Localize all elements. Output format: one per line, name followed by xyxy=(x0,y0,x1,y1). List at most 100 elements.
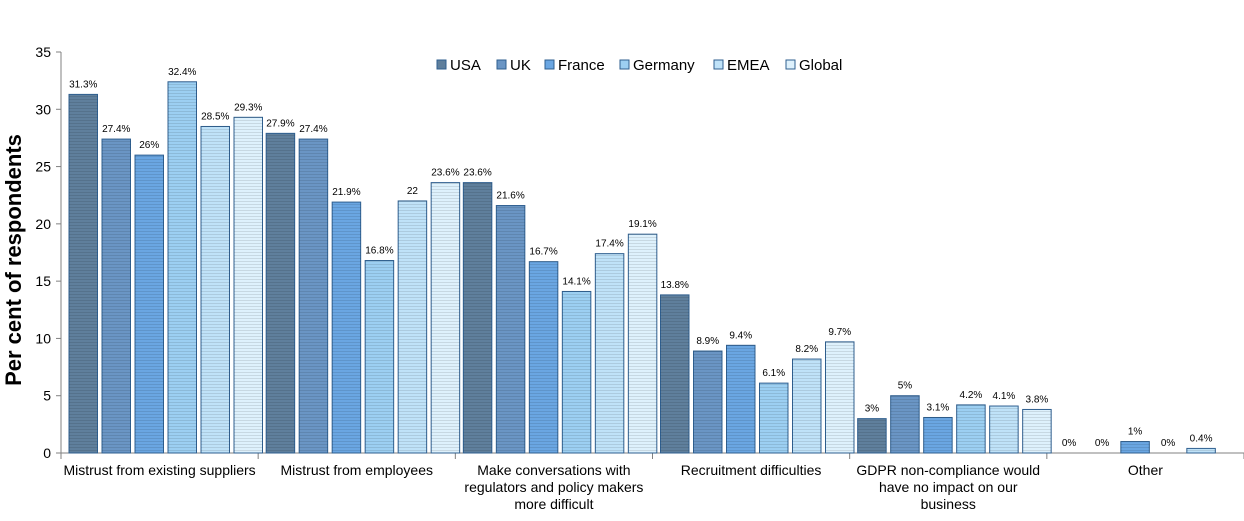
y-axis: 0 5 10 15 20 25 30 35 xyxy=(35,44,62,461)
data-label: 6.1% xyxy=(762,368,785,379)
bar-texture xyxy=(463,182,492,453)
y-tick-label: 15 xyxy=(35,273,51,289)
y-tick-label: 30 xyxy=(35,101,51,117)
x-axis: Mistrust from existing suppliers Mistrust… xyxy=(60,452,1244,512)
data-label: 0% xyxy=(1095,438,1110,449)
data-label: 3.1% xyxy=(927,402,950,413)
data-label: 16.7% xyxy=(529,247,557,258)
x-category-label: GDPR non-compliance would have no impact … xyxy=(856,462,1040,512)
data-label: 28.5% xyxy=(201,111,229,122)
bar-texture xyxy=(299,139,328,453)
data-label: 5% xyxy=(898,381,913,392)
legend-swatch xyxy=(496,59,507,70)
data-label: 8.9% xyxy=(696,336,719,347)
data-label: 16.8% xyxy=(365,246,393,257)
data-label: 23.6% xyxy=(463,168,491,179)
legend-item-usa[interactable]: USA xyxy=(436,57,481,74)
bar-texture xyxy=(989,406,1019,453)
y-tick-label: 35 xyxy=(35,44,51,60)
data-label: 27.9% xyxy=(266,118,294,129)
legend-swatch xyxy=(619,59,630,70)
bar-texture xyxy=(1022,409,1052,453)
data-label: 8.2% xyxy=(795,344,818,355)
data-labels: 31.3% 27.9% 23.6% 13.8% 3% 0% 27.4% 27.4% 21.6% 8… xyxy=(69,67,1213,449)
data-label: 14.1% xyxy=(562,276,590,287)
legend-swatch xyxy=(785,59,796,70)
bar-texture xyxy=(266,133,295,454)
legend-label: France xyxy=(558,57,605,74)
legend[interactable]: USA UK France Germany EMEA Global xyxy=(436,57,842,74)
legend-label: Germany xyxy=(633,57,695,74)
bar-texture xyxy=(1120,441,1150,453)
bar-texture xyxy=(759,383,788,453)
y-tick-label: 0 xyxy=(43,445,51,461)
data-label: 32.4% xyxy=(168,67,196,78)
legend-swatch xyxy=(436,59,447,70)
data-label: 3% xyxy=(865,404,880,415)
bar-texture xyxy=(1186,448,1216,453)
data-label: 1% xyxy=(1128,427,1143,438)
bar-texture xyxy=(890,395,920,453)
legend-label: USA xyxy=(450,57,481,74)
bar-texture xyxy=(529,261,558,453)
bar-texture xyxy=(628,234,657,453)
bar-texture xyxy=(234,117,263,453)
bar-texture xyxy=(693,351,722,453)
bar-texture xyxy=(398,200,427,453)
bar-texture xyxy=(168,81,197,453)
legend-item-france[interactable]: France xyxy=(544,57,605,74)
bar-texture xyxy=(332,202,361,453)
data-label: 13.8% xyxy=(661,280,689,291)
legend-item-germany[interactable]: Germany xyxy=(619,57,695,74)
bar-texture xyxy=(201,126,230,453)
y-axis-title: Per cent of respondents xyxy=(1,134,26,386)
x-category-label: Make conversations with regulators and po… xyxy=(464,462,643,512)
legend-item-uk[interactable]: UK xyxy=(496,57,531,74)
legend-swatch xyxy=(713,59,724,70)
data-label: 31.3% xyxy=(69,79,97,90)
data-label: 21.6% xyxy=(496,191,524,202)
legend-label: UK xyxy=(510,57,531,74)
y-tick-label: 5 xyxy=(43,388,51,404)
legend-item-global[interactable]: Global xyxy=(785,57,842,74)
data-label: 21.9% xyxy=(332,187,360,198)
legend-label: EMEA xyxy=(727,57,770,74)
y-tick-label: 10 xyxy=(35,330,51,346)
data-label: 0.4% xyxy=(1190,433,1213,444)
data-label: 9.7% xyxy=(828,327,851,338)
data-label: 17.4% xyxy=(595,239,623,250)
bar-texture xyxy=(496,205,525,453)
bars xyxy=(68,81,1216,454)
legend-swatch xyxy=(544,59,555,70)
bar-texture xyxy=(365,260,394,453)
data-label: 9.4% xyxy=(729,330,752,341)
bar-texture xyxy=(660,294,689,453)
data-label: 29.3% xyxy=(234,102,262,113)
x-category-label: Recruitment difficulties xyxy=(681,462,822,478)
data-label: 4.2% xyxy=(960,390,983,401)
data-label: 0% xyxy=(1062,438,1077,449)
data-label: 27.4% xyxy=(299,124,327,135)
data-label: 4.1% xyxy=(993,391,1016,402)
x-category-label: Mistrust from existing suppliers xyxy=(63,462,255,478)
bar-texture xyxy=(562,291,591,453)
data-label: 26% xyxy=(139,140,159,151)
bar-texture xyxy=(726,345,755,453)
bar-texture xyxy=(956,404,986,453)
bar-texture xyxy=(102,139,131,453)
y-tick-label: 25 xyxy=(35,159,51,175)
legend-label: Global xyxy=(799,57,842,74)
data-label: 22 xyxy=(407,186,419,197)
legend-item-emea[interactable]: EMEA xyxy=(713,57,770,74)
data-label: 19.1% xyxy=(628,219,656,230)
data-label: 27.4% xyxy=(102,124,130,135)
data-label: 3.8% xyxy=(1026,394,1049,405)
bar-texture xyxy=(595,253,624,453)
bar-texture xyxy=(69,94,98,454)
bar-texture xyxy=(857,418,887,453)
bar-texture xyxy=(825,341,854,453)
x-category-label: Other xyxy=(1128,462,1163,478)
x-category-label: Mistrust from employees xyxy=(281,462,433,478)
